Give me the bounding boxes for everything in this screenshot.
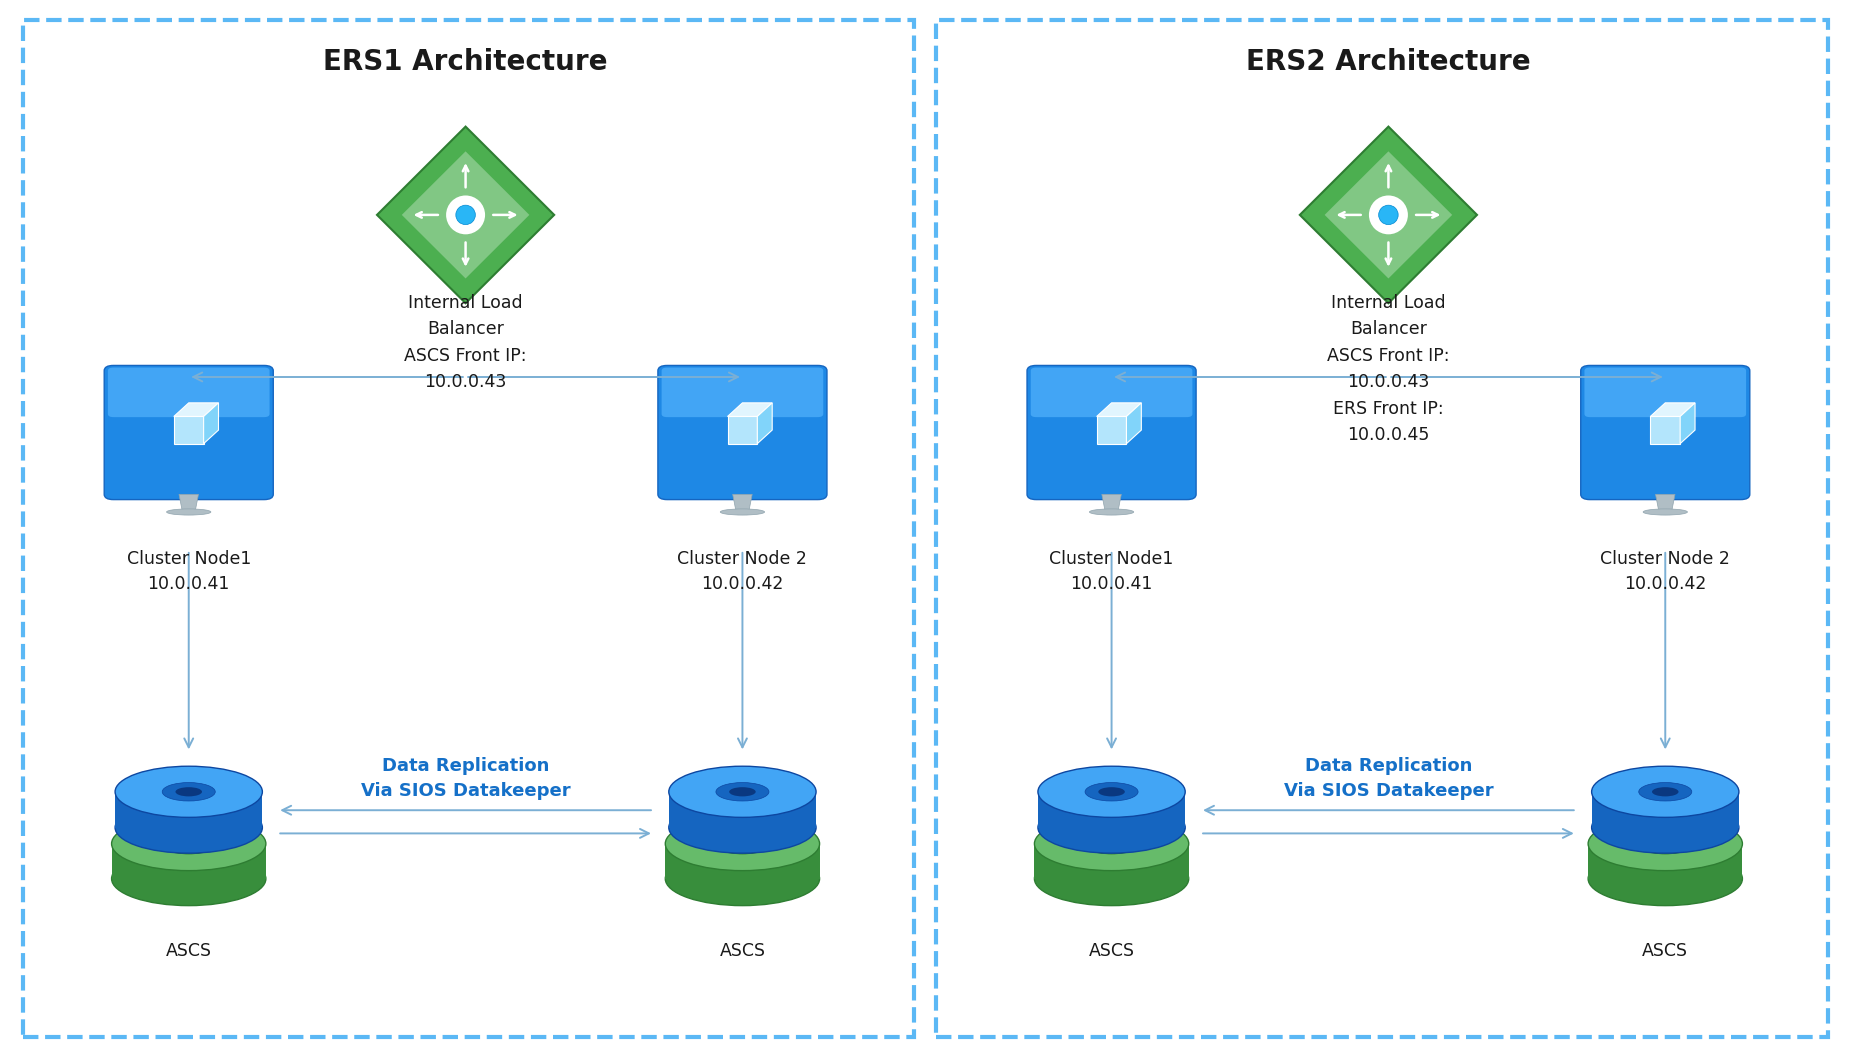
Polygon shape [727,402,773,416]
Text: Cluster Node 2
10.0.0.42: Cluster Node 2 10.0.0.42 [1600,550,1730,593]
Polygon shape [376,126,554,303]
Polygon shape [1127,402,1142,444]
Ellipse shape [1639,783,1693,801]
Polygon shape [732,494,753,510]
Polygon shape [174,402,219,416]
Polygon shape [1098,402,1142,416]
Ellipse shape [1035,817,1188,871]
Ellipse shape [1643,509,1687,515]
Ellipse shape [714,834,771,854]
Text: Data Replication
Via SIOS Datakeeper: Data Replication Via SIOS Datakeeper [1283,757,1492,800]
Ellipse shape [1589,852,1743,906]
Polygon shape [1656,494,1674,510]
Ellipse shape [161,783,215,801]
Ellipse shape [716,783,769,801]
FancyBboxPatch shape [104,365,273,499]
Polygon shape [1650,416,1680,444]
Polygon shape [756,402,773,444]
Text: Cluster Node1
10.0.0.41: Cluster Node1 10.0.0.41 [1049,550,1174,593]
Ellipse shape [1083,834,1140,854]
Polygon shape [1680,402,1695,444]
FancyBboxPatch shape [108,367,269,417]
Polygon shape [174,416,204,444]
Ellipse shape [669,802,816,853]
Ellipse shape [1379,205,1398,224]
Text: ASCS: ASCS [165,942,211,960]
Ellipse shape [1368,195,1407,235]
Ellipse shape [167,509,211,515]
Text: Internal Load
Balancer
ASCS Front IP:
10.0.0.43
ERS Front IP:
10.0.0.45: Internal Load Balancer ASCS Front IP: 10… [1327,294,1450,444]
Text: ASCS: ASCS [1643,942,1689,960]
Ellipse shape [729,787,756,796]
FancyBboxPatch shape [1031,367,1192,417]
Ellipse shape [456,205,475,224]
Ellipse shape [1589,817,1743,871]
Ellipse shape [669,766,816,818]
Ellipse shape [174,839,204,849]
Text: Cluster Node1
10.0.0.41: Cluster Node1 10.0.0.41 [126,550,250,593]
Ellipse shape [1591,802,1739,853]
Ellipse shape [1098,839,1125,849]
Polygon shape [115,792,263,827]
Ellipse shape [115,766,263,818]
Ellipse shape [1591,766,1739,818]
Polygon shape [1591,792,1739,827]
Ellipse shape [111,817,265,871]
Ellipse shape [1085,783,1138,801]
FancyBboxPatch shape [658,365,827,499]
Polygon shape [1098,416,1127,444]
Ellipse shape [1652,787,1678,796]
Polygon shape [1101,494,1122,510]
Text: ASCS: ASCS [1088,942,1135,960]
Ellipse shape [1038,766,1185,818]
Ellipse shape [1038,802,1185,853]
FancyBboxPatch shape [1585,367,1746,417]
FancyBboxPatch shape [662,367,823,417]
Polygon shape [402,151,530,278]
Polygon shape [111,843,265,878]
Ellipse shape [1650,839,1680,849]
Polygon shape [1038,792,1185,827]
Text: Cluster Node 2
10.0.0.42: Cluster Node 2 10.0.0.42 [677,550,806,593]
Text: ERS1 Architecture: ERS1 Architecture [323,48,608,76]
Ellipse shape [176,787,202,796]
Polygon shape [204,402,219,444]
Ellipse shape [729,839,756,849]
FancyBboxPatch shape [1581,365,1750,499]
Ellipse shape [111,852,265,906]
Ellipse shape [666,817,819,871]
Text: Internal Load
Balancer
ASCS Front IP:
10.0.0.43: Internal Load Balancer ASCS Front IP: 10… [404,294,527,391]
Ellipse shape [1090,509,1133,515]
Ellipse shape [721,509,764,515]
Ellipse shape [1098,787,1125,796]
Polygon shape [1300,126,1478,303]
Ellipse shape [447,195,486,235]
Polygon shape [666,843,819,878]
Text: ASCS: ASCS [719,942,766,960]
Ellipse shape [159,834,219,854]
Polygon shape [727,416,756,444]
FancyBboxPatch shape [1027,365,1196,499]
FancyBboxPatch shape [936,20,1828,1037]
Ellipse shape [1635,834,1695,854]
Polygon shape [1589,843,1743,878]
Text: Data Replication
Via SIOS Datakeeper: Data Replication Via SIOS Datakeeper [362,757,571,800]
Polygon shape [1324,151,1452,278]
FancyBboxPatch shape [22,20,914,1037]
Text: ERS2 Architecture: ERS2 Architecture [1246,48,1531,76]
Ellipse shape [1035,852,1188,906]
Ellipse shape [666,852,819,906]
Polygon shape [669,792,816,827]
Polygon shape [1650,402,1695,416]
Polygon shape [180,494,198,510]
Polygon shape [1035,843,1188,878]
Ellipse shape [115,802,263,853]
